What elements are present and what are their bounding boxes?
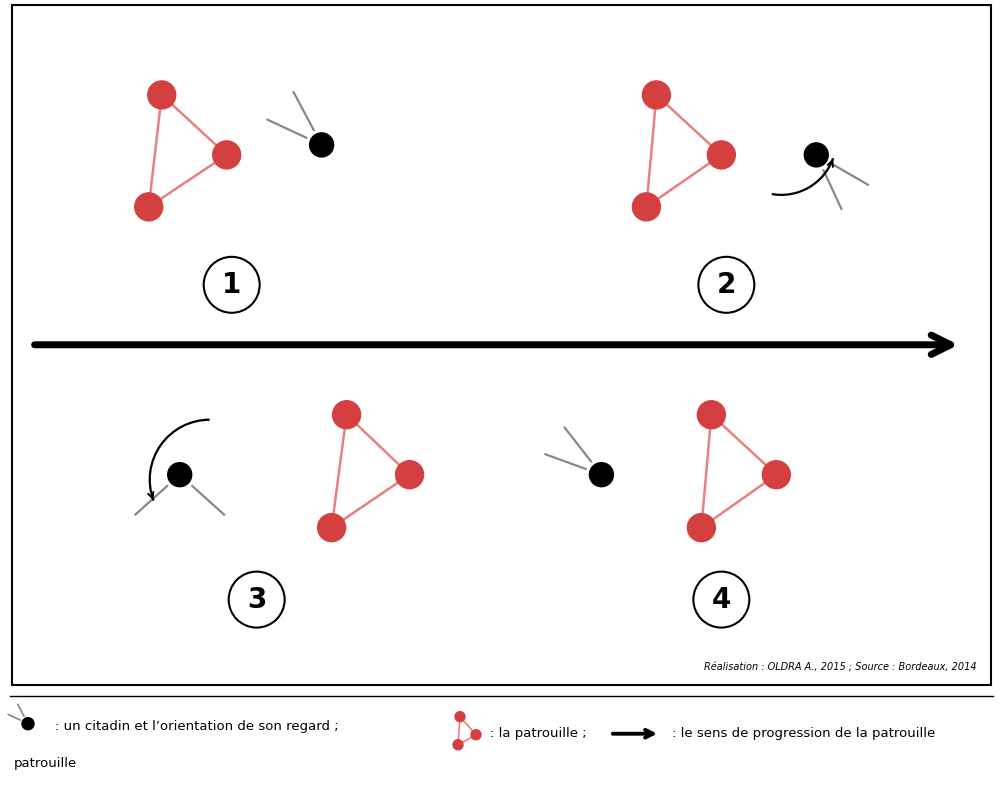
Circle shape (706, 141, 734, 169)
Circle shape (395, 461, 423, 489)
Text: 2: 2 (716, 271, 735, 299)
Circle shape (762, 461, 790, 489)
Circle shape (22, 718, 34, 729)
Circle shape (455, 712, 465, 721)
Circle shape (471, 729, 481, 740)
Text: 3: 3 (246, 586, 267, 614)
Circle shape (686, 514, 714, 542)
Circle shape (632, 193, 659, 221)
Text: patrouille: patrouille (14, 757, 77, 770)
Text: : un citadin et l’orientation de son regard ;: : un citadin et l’orientation de son reg… (55, 720, 339, 733)
Circle shape (310, 133, 334, 157)
Circle shape (318, 514, 346, 542)
Circle shape (134, 193, 162, 221)
Circle shape (453, 740, 463, 749)
Text: Réalisation : OLDRA A., 2015 ; Source : Bordeaux, 2014: Réalisation : OLDRA A., 2015 ; Source : … (702, 662, 975, 671)
Circle shape (147, 81, 175, 109)
Text: : la patrouille ;: : la patrouille ; (490, 727, 586, 740)
Text: 4: 4 (711, 586, 730, 614)
Circle shape (696, 401, 724, 429)
Text: 1: 1 (221, 271, 241, 299)
Text: : le sens de progression de la patrouille: : le sens de progression de la patrouill… (671, 727, 934, 740)
Circle shape (333, 401, 361, 429)
Circle shape (212, 141, 240, 169)
Circle shape (589, 463, 613, 487)
Circle shape (804, 143, 828, 167)
Circle shape (641, 81, 669, 109)
Circle shape (167, 463, 191, 487)
